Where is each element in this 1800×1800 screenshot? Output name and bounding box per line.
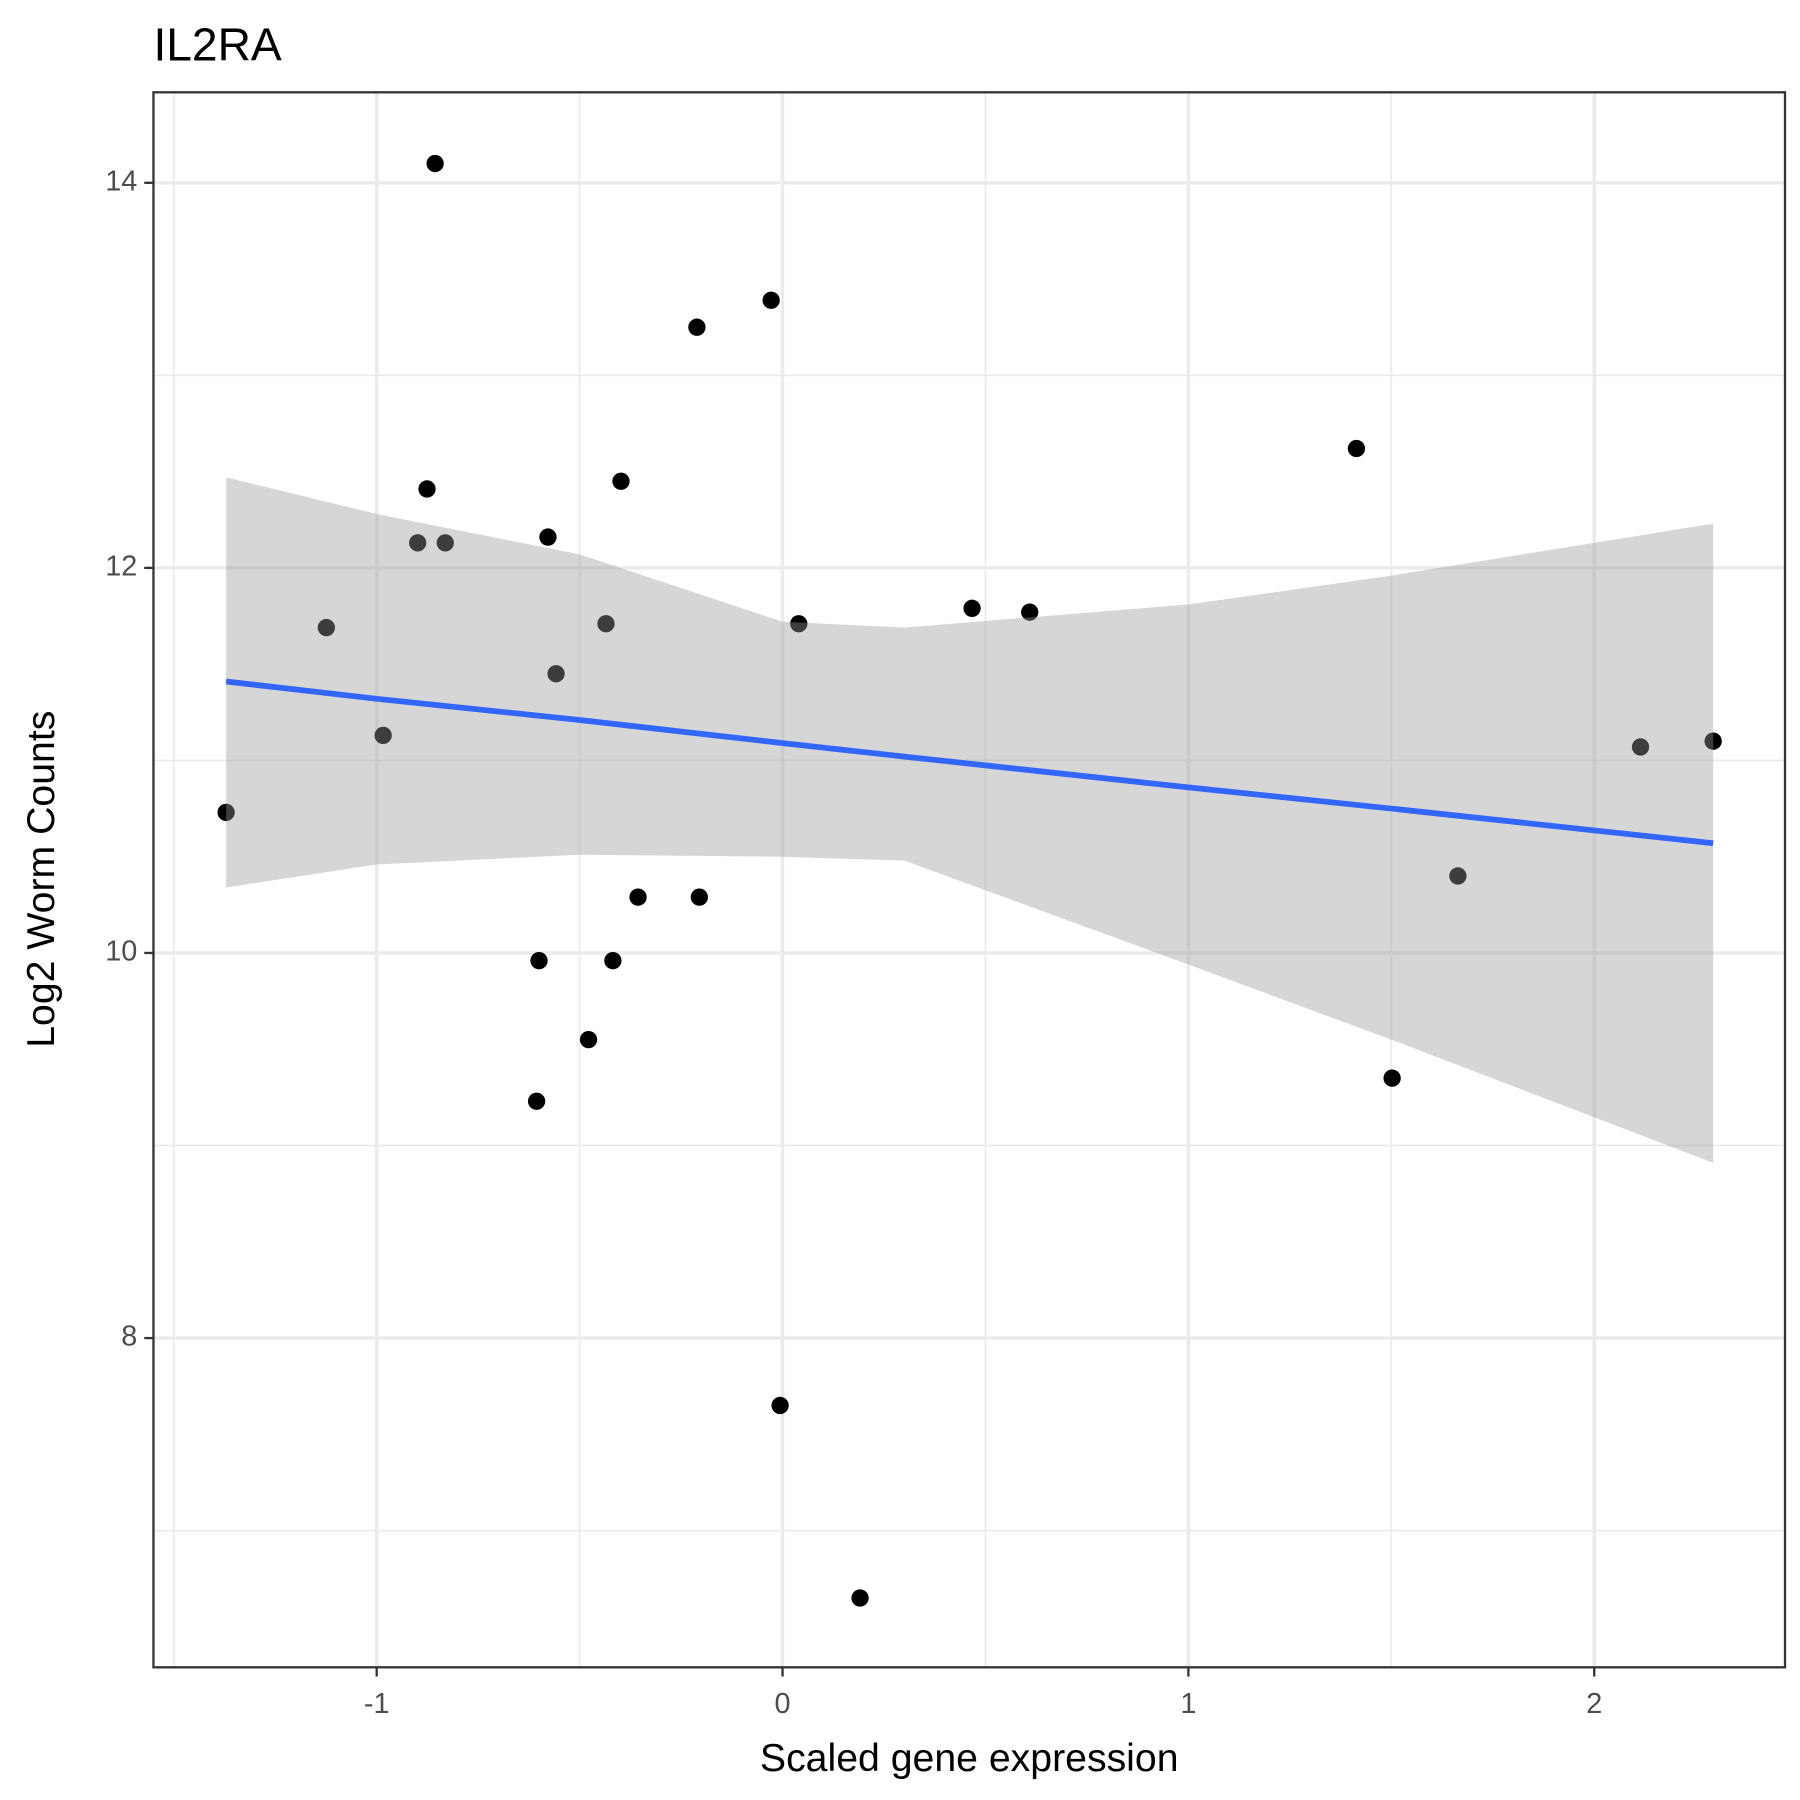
point: [690, 888, 708, 906]
point: [851, 1589, 869, 1607]
panel-border: [152, 91, 1787, 1669]
point: [217, 803, 235, 822]
point: [1021, 603, 1039, 621]
x-tick-label: 2: [1586, 1688, 1602, 1720]
point: [1347, 439, 1366, 458]
y-tick-label: 8: [121, 1321, 137, 1353]
point: [409, 534, 427, 552]
point: [762, 291, 780, 309]
point: [612, 472, 630, 490]
chart-title: IL2RA: [153, 19, 281, 71]
point: [1383, 1069, 1401, 1087]
point: [597, 615, 615, 633]
point: [317, 618, 336, 637]
point: [374, 726, 392, 745]
point: [963, 599, 981, 617]
point: [771, 1396, 789, 1415]
point: [527, 1092, 546, 1110]
point: [530, 952, 548, 970]
point: [1704, 732, 1722, 750]
point: [1631, 738, 1650, 756]
point: [629, 888, 647, 906]
x-tick-label: 0: [775, 1688, 791, 1720]
x-tick-label: 1: [1180, 1688, 1196, 1720]
y-tick-label: 12: [105, 551, 137, 583]
y-tick-label: 10: [105, 936, 137, 968]
point: [426, 154, 444, 173]
regression-line: [225, 678, 1714, 847]
point: [418, 480, 436, 498]
point: [539, 528, 557, 546]
x-axis-title: Scaled gene expression: [760, 1736, 1179, 1780]
point: [688, 318, 706, 336]
point: [1449, 867, 1467, 885]
point: [579, 1030, 598, 1049]
y-tick-label: 14: [105, 165, 137, 197]
point: [604, 952, 622, 970]
y-axis-title: Log2 Worm Counts: [19, 711, 63, 1048]
point: [436, 534, 454, 552]
x-tick-label: -1: [364, 1688, 390, 1720]
point: [790, 615, 808, 633]
confidence-band: [226, 477, 1714, 1163]
point: [547, 665, 565, 683]
